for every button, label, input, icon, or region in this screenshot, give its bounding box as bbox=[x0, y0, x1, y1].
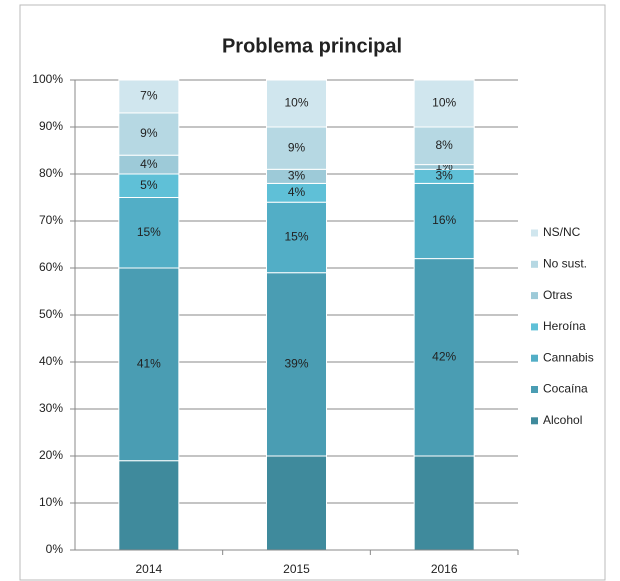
legend-label: Cannabis bbox=[543, 350, 594, 364]
legend-swatch bbox=[531, 260, 538, 268]
y-tick-label: 100% bbox=[32, 72, 63, 86]
bar-segment bbox=[413, 182, 475, 260]
bar-segment bbox=[118, 267, 180, 462]
bar-segment bbox=[118, 197, 180, 269]
data-label: 39% bbox=[284, 357, 308, 371]
bar-segment bbox=[266, 455, 327, 551]
data-label: 5% bbox=[140, 178, 158, 192]
y-tick-label: 50% bbox=[39, 307, 63, 321]
x-tick-label: 2014 bbox=[135, 562, 162, 576]
data-label: 9% bbox=[140, 126, 158, 140]
bar-segment bbox=[413, 258, 475, 457]
y-tick-label: 80% bbox=[39, 166, 63, 180]
y-tick-label: 70% bbox=[39, 213, 63, 227]
bar-segment bbox=[266, 201, 327, 274]
data-label: 16% bbox=[432, 213, 456, 227]
legend-swatch bbox=[531, 292, 538, 300]
bar-segment bbox=[413, 455, 475, 551]
y-tick-label: 30% bbox=[39, 401, 63, 415]
data-label: 4% bbox=[140, 157, 158, 171]
bar-segment bbox=[118, 79, 180, 114]
bar-segment bbox=[413, 79, 475, 128]
legend-swatch bbox=[531, 323, 538, 331]
legend-label: Cocaína bbox=[543, 382, 588, 396]
data-label: 15% bbox=[137, 225, 161, 239]
x-tick-label: 2016 bbox=[431, 562, 458, 576]
legend-label: Otras bbox=[543, 288, 572, 302]
y-tick-label: 60% bbox=[39, 260, 63, 274]
y-tick-label: 10% bbox=[39, 495, 63, 509]
chart-title: Problema principal bbox=[222, 35, 402, 57]
bar-segment bbox=[266, 272, 327, 457]
x-tick-label: 2015 bbox=[283, 562, 310, 576]
legend-swatch bbox=[531, 354, 538, 362]
legend-label: No sust. bbox=[543, 256, 587, 270]
bar-segment bbox=[118, 112, 180, 156]
data-label: 8% bbox=[435, 138, 453, 152]
y-tick-label: 0% bbox=[46, 542, 64, 556]
data-label: 3% bbox=[435, 169, 453, 183]
data-label: 10% bbox=[284, 96, 308, 110]
data-label: 15% bbox=[284, 230, 308, 244]
bar-segment bbox=[266, 79, 327, 128]
y-tick-label: 40% bbox=[39, 354, 63, 368]
bar-segment bbox=[118, 460, 180, 551]
y-tick-label: 90% bbox=[39, 119, 63, 133]
data-label: 4% bbox=[288, 185, 306, 199]
y-tick-label: 20% bbox=[39, 448, 63, 462]
data-label: 42% bbox=[432, 349, 456, 363]
data-label: 7% bbox=[140, 89, 158, 103]
legend-swatch bbox=[531, 229, 538, 237]
data-label: 3% bbox=[288, 169, 306, 183]
bar-segment bbox=[413, 126, 475, 166]
legend-swatch bbox=[531, 417, 538, 425]
legend-swatch bbox=[531, 386, 538, 393]
data-label: 41% bbox=[137, 357, 161, 371]
legend-label: Alcohol bbox=[543, 413, 582, 427]
data-label: 9% bbox=[288, 140, 306, 154]
legend-label: NS/NC bbox=[543, 225, 581, 239]
data-label: 10% bbox=[432, 96, 456, 110]
legend-label: Heroína bbox=[543, 319, 586, 333]
